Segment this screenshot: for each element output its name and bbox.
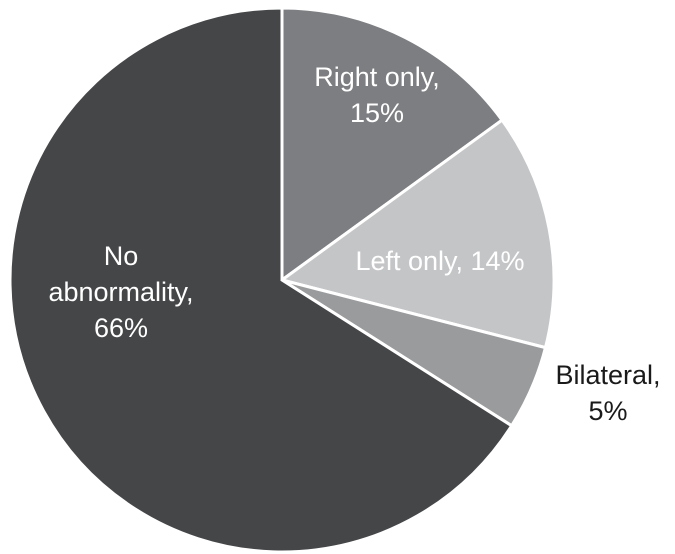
data-label-line: 15%	[350, 98, 404, 128]
data-label-line: 5%	[588, 396, 627, 426]
pie-slices	[8, 6, 556, 554]
data-label-line: No	[104, 241, 139, 271]
data-label-line: abnormality,	[48, 277, 193, 307]
pie-slice-left-only	[278, 118, 556, 350]
data-label-line: Bilateral,	[555, 360, 660, 390]
pie-slice-right-only	[280, 6, 505, 283]
pie-labels: Right only, 15% Left only, 14% Bilateral, 5%…	[48, 62, 660, 426]
data-label-line: Left only, 14%	[355, 246, 524, 276]
data-label-right-only: Right only, 15%	[314, 62, 440, 128]
data-label-line: 66%	[94, 313, 148, 343]
data-label-left-only: Left only, 14%	[355, 246, 524, 276]
data-label-line: Right only,	[314, 62, 440, 92]
pie-slice-no-abnormality	[8, 6, 514, 554]
data-label-no-abnormality: No abnormality, 66%	[48, 241, 193, 343]
data-label-bilateral: Bilateral, 5%	[555, 360, 660, 426]
